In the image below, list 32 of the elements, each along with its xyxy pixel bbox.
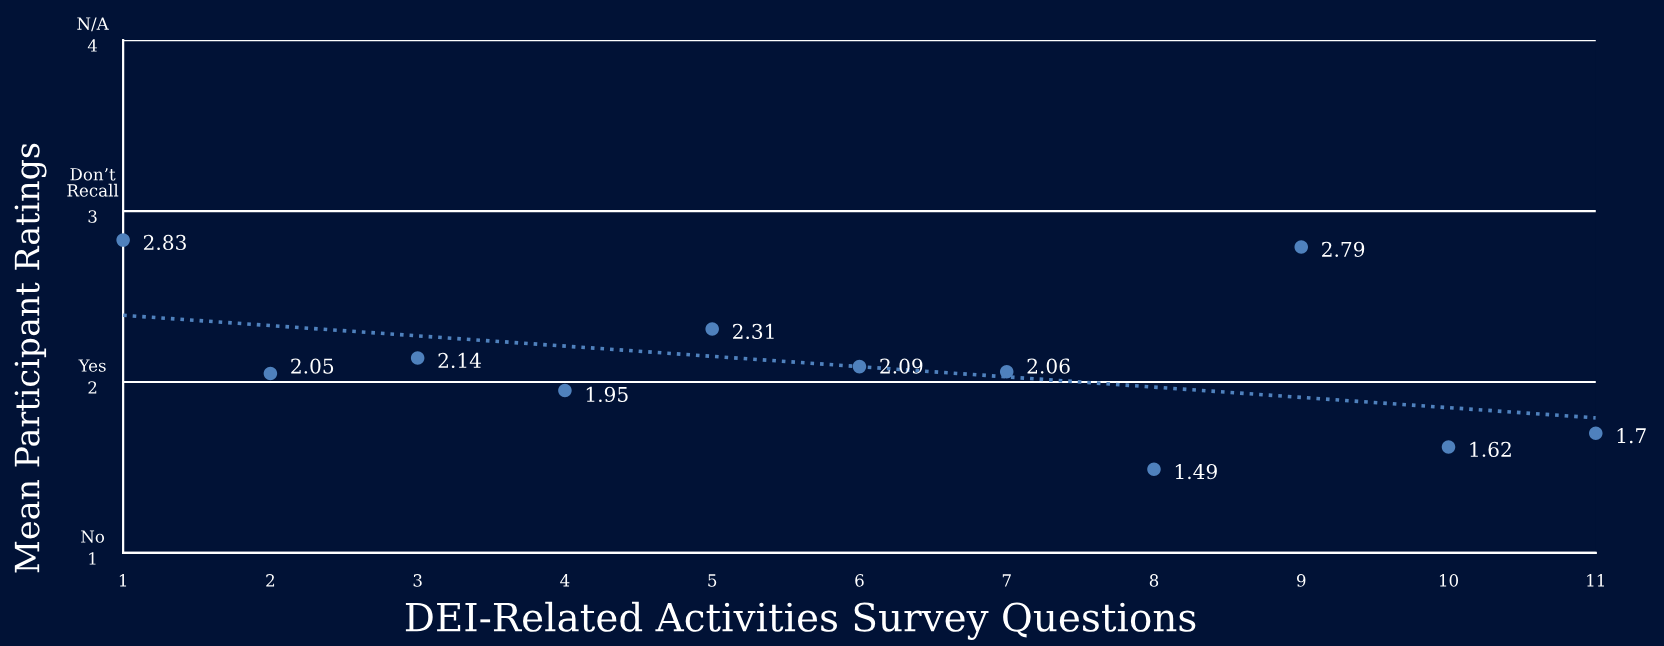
y-tick-label: 1 xyxy=(89,552,96,565)
data-label: 2.79 xyxy=(1322,241,1365,257)
x-tick-label: 11 xyxy=(1587,574,1605,587)
x-tick-label: 10 xyxy=(1439,574,1459,587)
y-tick-label: 3 xyxy=(88,210,97,223)
x-tick-label: 4 xyxy=(560,574,570,587)
y-tick-label: 4 xyxy=(87,39,98,52)
data-label: 2.06 xyxy=(1027,358,1070,374)
x-axis-title: DEI-Related Activities Survey Questions xyxy=(405,601,1196,640)
data-label: 1.49 xyxy=(1175,463,1217,480)
x-tick-label: 7 xyxy=(1002,574,1011,587)
data-label: 2.09 xyxy=(880,358,923,374)
x-tick-label: 8 xyxy=(1149,574,1159,587)
text: Yes xyxy=(78,359,106,372)
data-label: 2.05 xyxy=(291,358,334,374)
data-label: 2.14 xyxy=(438,352,481,369)
y-tick-label: 2 xyxy=(88,381,97,394)
text: No xyxy=(81,530,105,543)
x-tick-label: 1 xyxy=(119,574,127,587)
text: N/A xyxy=(77,17,109,32)
data-label: 1.7 xyxy=(1617,428,1646,444)
x-tick-label: 6 xyxy=(855,574,864,587)
text: Don’t Recall xyxy=(67,168,119,197)
y-axis-title: Mean Participant Ratings xyxy=(14,143,47,573)
x-tick-label: 9 xyxy=(1297,574,1306,587)
x-tick-label: 5 xyxy=(708,574,717,587)
data-label: 2.31 xyxy=(733,323,774,340)
data-label: 1.95 xyxy=(586,386,628,403)
data-label: 2.83 xyxy=(143,234,186,251)
data-label: 1.62 xyxy=(1470,441,1511,457)
x-tick-label: 2 xyxy=(266,574,275,587)
x-tick-label: 3 xyxy=(413,574,422,587)
